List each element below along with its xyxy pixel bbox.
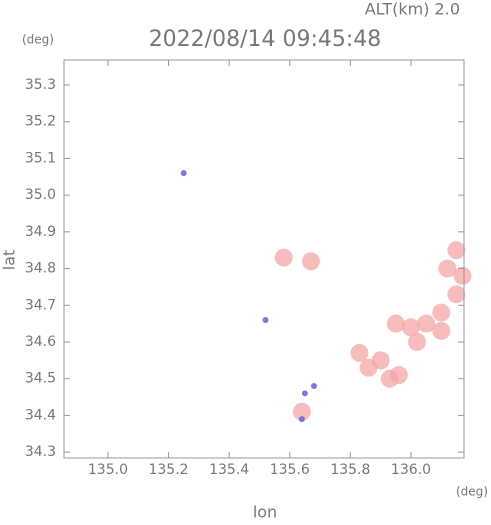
echo-point xyxy=(274,248,293,267)
echo-point xyxy=(301,390,308,397)
y-tick-label: 34.3 xyxy=(25,444,56,460)
x-tick-label: 136.0 xyxy=(391,462,431,478)
echo-point xyxy=(301,252,320,271)
plot-frame xyxy=(63,59,465,459)
echo-point xyxy=(262,316,269,323)
y-tick-label: 34.8 xyxy=(25,261,56,277)
x-tick-label: 135.8 xyxy=(330,462,370,478)
echo-point xyxy=(447,241,466,260)
echo-point xyxy=(408,332,427,351)
echo-point xyxy=(447,285,466,304)
echo-point xyxy=(180,170,187,177)
echo-point xyxy=(389,366,408,385)
echo-layer xyxy=(180,170,472,423)
y-tick-label: 35.3 xyxy=(25,77,56,93)
y-tick-label: 35.2 xyxy=(25,114,56,130)
altitude-label: ALT(km) 2.0 xyxy=(365,0,460,19)
y-tick-label: 35.0 xyxy=(25,187,56,203)
y-unit: (deg) xyxy=(22,33,54,47)
x-axis-label: lon xyxy=(253,503,277,522)
echo-point xyxy=(311,383,317,390)
chart-title: 2022/08/14 09:45:48 xyxy=(149,27,382,52)
y-tick-label: 34.5 xyxy=(25,371,56,387)
echo-point xyxy=(292,402,311,421)
echo-point xyxy=(453,266,472,285)
echo-point xyxy=(401,318,420,337)
echo-point xyxy=(386,314,405,333)
y-tick-label: 34.6 xyxy=(25,334,56,350)
y-axis-label: lat xyxy=(0,250,19,271)
x-unit: (deg) xyxy=(456,485,488,499)
echo-point xyxy=(432,303,451,322)
x-tick-label: 135.0 xyxy=(88,462,128,478)
echo-point xyxy=(350,343,369,362)
y-tick-label: 34.7 xyxy=(25,297,56,313)
x-tick-label: 135.4 xyxy=(209,462,249,478)
x-tick-label: 135.6 xyxy=(270,462,310,478)
echo-point xyxy=(438,259,457,278)
y-tick-label: 34.4 xyxy=(25,407,56,423)
echo-point xyxy=(298,416,305,423)
y-tick-label: 34.9 xyxy=(25,224,56,240)
x-tick-label: 135.2 xyxy=(148,462,188,478)
echo-point xyxy=(417,314,436,333)
echo-point xyxy=(371,351,390,370)
echo-point xyxy=(432,321,451,340)
y-tick-label: 35.1 xyxy=(25,150,56,166)
